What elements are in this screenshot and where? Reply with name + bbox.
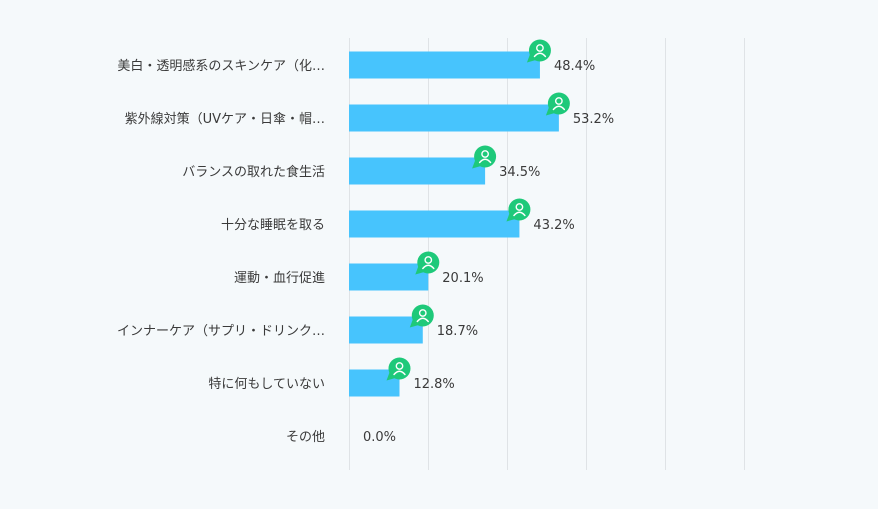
user-chat-icon	[409, 304, 434, 328]
marker-body	[422, 264, 435, 270]
user-chat-icon	[415, 251, 440, 275]
marker-body	[393, 370, 406, 376]
bars	[349, 51, 559, 397]
value-label: 20.1%	[442, 271, 483, 286]
marker-tail	[409, 319, 419, 328]
value-label: 53.2%	[573, 112, 614, 127]
bar	[349, 104, 559, 132]
user-chat-icon	[526, 39, 551, 63]
value-label: 18.7%	[437, 324, 478, 339]
bar	[349, 51, 540, 79]
category-label: 特に何もしていない	[208, 376, 325, 392]
category-label: 紫外線対策（UVケア・日傘・帽…	[125, 111, 325, 127]
value-label: 43.2%	[533, 218, 574, 233]
bar	[349, 157, 486, 185]
bar	[349, 210, 520, 238]
marker-head	[536, 44, 544, 52]
value-label: 48.4%	[554, 59, 595, 74]
marker-tail	[545, 107, 555, 116]
marker-body	[513, 211, 526, 217]
marker-head	[418, 309, 427, 317]
marker-tail	[506, 213, 516, 222]
marker-tail	[472, 160, 482, 169]
marker-head	[424, 256, 433, 264]
bar	[349, 263, 429, 291]
user-chat-icon	[506, 198, 531, 222]
marker-head	[395, 362, 404, 370]
category-label: 美白・透明感系のスキンケア（化…	[117, 58, 325, 74]
user-chat-icon	[472, 145, 497, 169]
category-labels: 美白・透明感系のスキンケア（化… 紫外線対策（UVケア・日傘・帽… バランスの取れた…	[117, 58, 325, 445]
value-labels: 48.4% 53.2% 34.5% 43.2% 20.1% 18.7% 12.8% 0.0%	[363, 59, 614, 445]
marker-head	[554, 97, 563, 105]
category-label: インナーケア（サプリ・ドリンク…	[117, 324, 325, 339]
category-label: 十分な睡眠を取る	[221, 218, 325, 233]
marker-tail	[415, 266, 425, 275]
marker-body	[533, 52, 547, 58]
category-label: その他	[286, 430, 325, 445]
marker-body	[478, 158, 492, 164]
marker-body	[552, 105, 566, 111]
marker-head	[515, 203, 524, 211]
marker-tail	[526, 54, 536, 63]
category-label: バランスの取れた食生活	[182, 164, 325, 180]
value-label: 34.5%	[499, 165, 540, 180]
marker-body	[416, 317, 429, 323]
marker-head	[481, 150, 490, 158]
user-chat-icon	[545, 92, 570, 116]
value-label: 0.0%	[363, 430, 396, 445]
value-label: 12.8%	[413, 377, 454, 392]
markers	[386, 39, 570, 381]
category-label: 運動・血行促進	[234, 271, 325, 286]
bar	[349, 316, 423, 344]
grid-lines	[349, 38, 745, 470]
user-chat-icon	[386, 357, 411, 381]
marker-tail	[386, 372, 396, 381]
